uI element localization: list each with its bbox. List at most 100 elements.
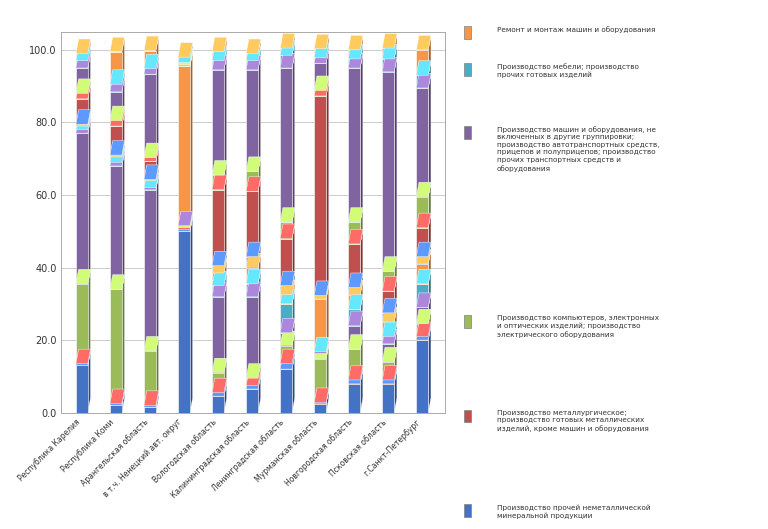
Polygon shape [394, 348, 397, 380]
Bar [348, 244, 360, 287]
Bar [246, 257, 258, 268]
Bar [76, 126, 88, 130]
Bar [280, 286, 292, 295]
Polygon shape [246, 242, 261, 257]
Polygon shape [348, 369, 363, 384]
Bar [314, 63, 326, 90]
Polygon shape [416, 249, 431, 264]
Bar [416, 284, 429, 307]
Polygon shape [144, 54, 159, 69]
Bar [348, 380, 360, 384]
FancyBboxPatch shape [464, 410, 471, 422]
Polygon shape [76, 112, 91, 126]
FancyBboxPatch shape [464, 63, 471, 76]
Bar [416, 340, 429, 413]
Polygon shape [280, 331, 295, 345]
Bar [144, 179, 156, 180]
Bar [110, 166, 122, 289]
Bar [348, 325, 360, 349]
Polygon shape [76, 110, 91, 124]
Polygon shape [76, 349, 91, 363]
Polygon shape [348, 208, 363, 222]
Bar [110, 121, 122, 126]
Bar [382, 322, 394, 336]
Polygon shape [394, 298, 397, 322]
Polygon shape [246, 157, 261, 171]
Polygon shape [292, 41, 295, 68]
Polygon shape [212, 358, 227, 373]
Polygon shape [258, 177, 261, 257]
Bar [314, 49, 326, 58]
Polygon shape [416, 61, 431, 75]
Polygon shape [110, 389, 124, 404]
Polygon shape [280, 349, 295, 363]
Bar [212, 393, 224, 396]
Bar [348, 295, 360, 309]
Polygon shape [246, 56, 261, 70]
Text: Производство машин и оборудования, не
включенных в другие группировки;
производс: Производство машин и оборудования, не вк… [497, 126, 659, 171]
Bar [76, 363, 88, 366]
Polygon shape [122, 151, 124, 289]
Polygon shape [156, 54, 159, 74]
Polygon shape [212, 160, 227, 175]
Polygon shape [190, 52, 193, 226]
Polygon shape [326, 76, 329, 96]
Bar [382, 344, 394, 362]
Polygon shape [178, 50, 193, 65]
Polygon shape [190, 217, 193, 413]
Polygon shape [122, 106, 124, 126]
Polygon shape [224, 56, 227, 175]
Polygon shape [429, 242, 431, 264]
Polygon shape [429, 213, 431, 257]
Bar [178, 66, 190, 226]
Polygon shape [76, 53, 91, 68]
Polygon shape [156, 166, 159, 188]
Bar [280, 363, 292, 369]
Polygon shape [429, 249, 431, 284]
Polygon shape [144, 165, 159, 179]
Polygon shape [144, 147, 159, 161]
Bar [246, 386, 258, 389]
Bar [348, 50, 360, 59]
Polygon shape [156, 60, 159, 158]
Polygon shape [246, 282, 261, 297]
Bar [314, 296, 326, 299]
Polygon shape [246, 269, 261, 284]
Polygon shape [144, 60, 159, 74]
Polygon shape [292, 354, 295, 413]
Polygon shape [144, 336, 159, 351]
Polygon shape [76, 84, 91, 99]
Polygon shape [258, 282, 261, 378]
Text: Производство прочей неметаллической
минеральной продукции: Производство прочей неметаллической мине… [497, 504, 650, 519]
Polygon shape [326, 339, 329, 359]
Bar [280, 48, 292, 56]
Polygon shape [258, 269, 261, 297]
Bar [212, 61, 224, 70]
Bar [382, 48, 394, 59]
Bar [382, 59, 394, 71]
Polygon shape [292, 208, 295, 239]
Polygon shape [88, 84, 91, 124]
Polygon shape [190, 48, 193, 65]
Bar [178, 231, 190, 413]
Polygon shape [144, 175, 159, 189]
FancyBboxPatch shape [464, 315, 471, 327]
Polygon shape [360, 311, 363, 349]
Bar [280, 56, 292, 68]
Polygon shape [110, 112, 124, 126]
Bar [246, 378, 258, 386]
Polygon shape [224, 282, 227, 373]
Polygon shape [212, 175, 227, 189]
Bar [348, 68, 360, 222]
Polygon shape [144, 36, 159, 51]
Bar [110, 126, 122, 155]
Polygon shape [394, 329, 397, 362]
Polygon shape [348, 311, 363, 325]
Polygon shape [314, 337, 329, 352]
Polygon shape [416, 183, 431, 197]
Polygon shape [280, 224, 295, 239]
Polygon shape [76, 351, 91, 366]
Polygon shape [88, 46, 91, 68]
Polygon shape [326, 388, 329, 404]
Polygon shape [314, 43, 329, 58]
